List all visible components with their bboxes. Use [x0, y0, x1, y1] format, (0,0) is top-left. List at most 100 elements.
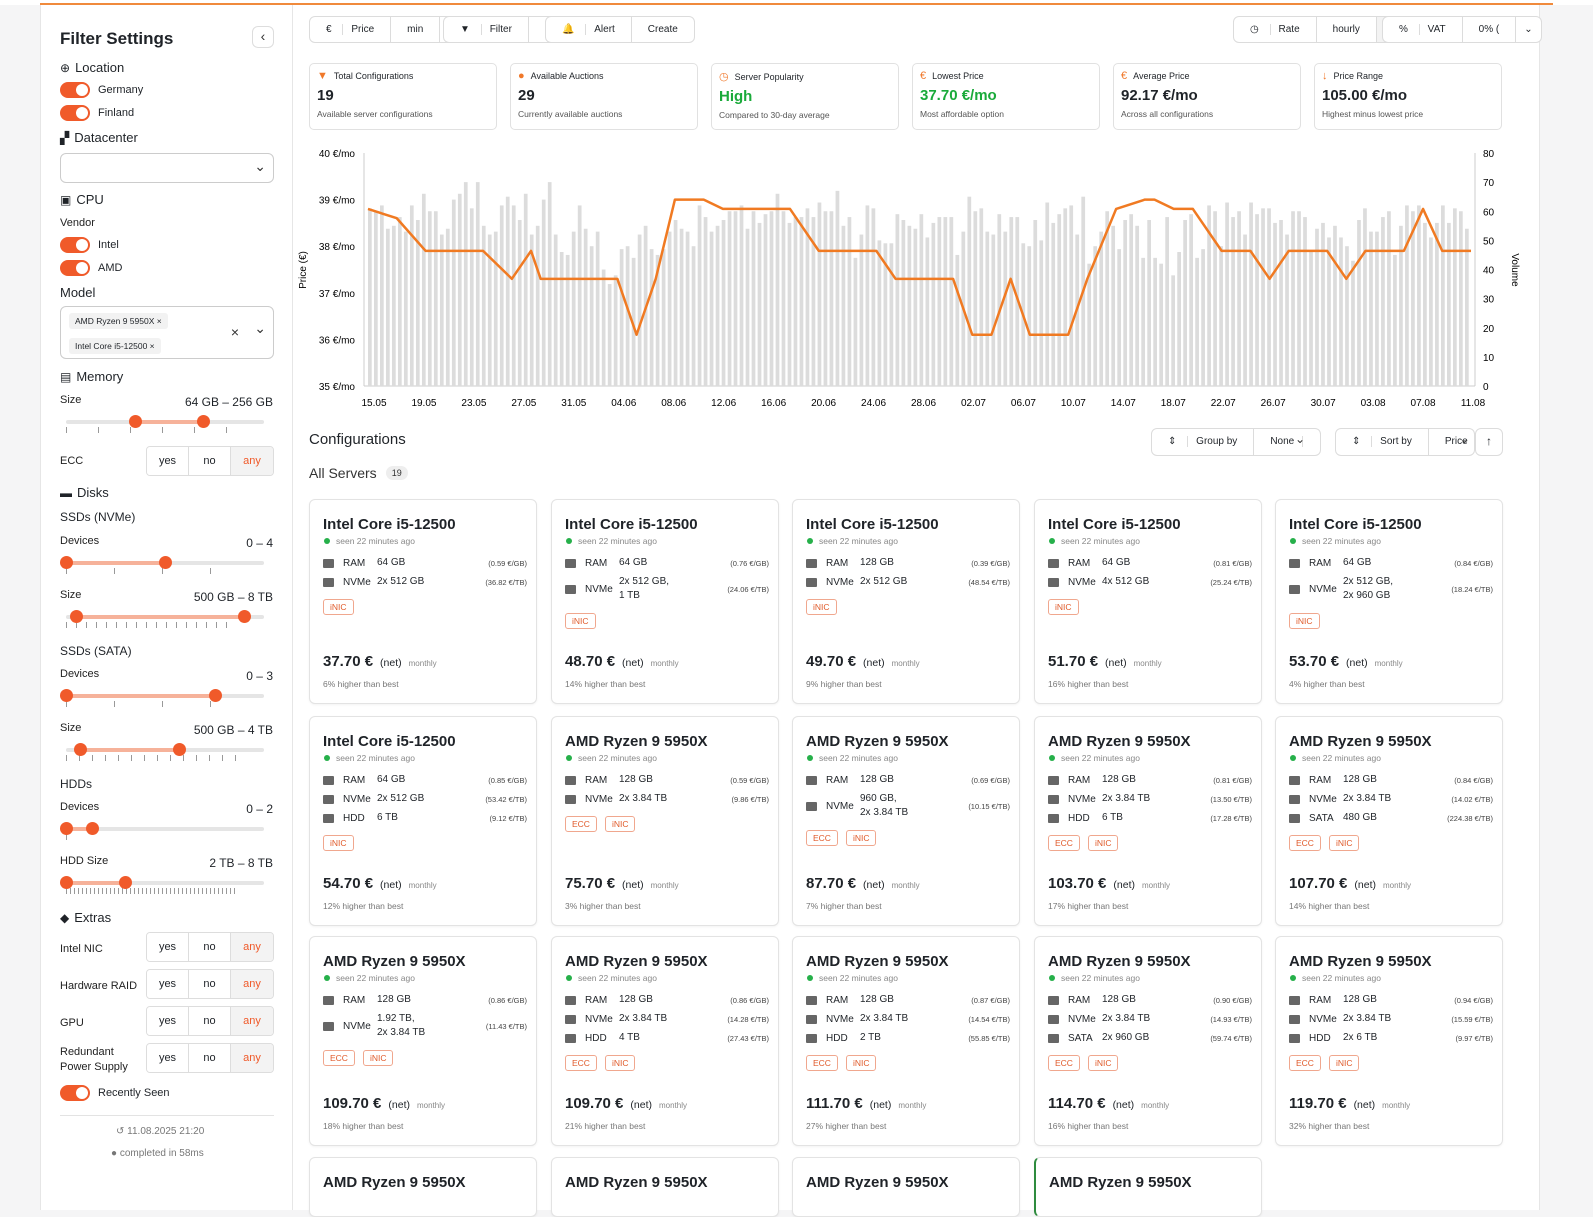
- collapse-sidebar-button[interactable]: ‹: [252, 26, 274, 48]
- server-card[interactable]: Intel Core i5-12500 seen 22 minutes ago RA…: [309, 716, 537, 926]
- hdd-size-slider[interactable]: [60, 876, 264, 894]
- hdd-devices-min-handle[interactable]: [60, 822, 73, 835]
- server-card[interactable]: AMD Ryzen 9 5950X seen 22 minutes ago RAM 1…: [551, 716, 779, 926]
- nvme-size-min-handle[interactable]: [69, 610, 83, 623]
- ecc-option-any[interactable]: any: [231, 447, 273, 475]
- ram-icon: [565, 775, 576, 785]
- rate-group-0[interactable]: ◷ Rate: [1234, 17, 1317, 42]
- hdd-icon: [1289, 1033, 1300, 1043]
- model-chip[interactable]: Intel Core i5-12500 ×: [69, 338, 161, 354]
- location-germany-toggle[interactable]: [60, 82, 90, 98]
- spec-row: NVMe 2x 512 GB (48.54 €/TB): [806, 575, 1010, 589]
- server-card[interactable]: AMD Ryzen 9 5950X: [551, 1157, 779, 1217]
- vendor-intel-toggle[interactable]: [60, 237, 90, 253]
- vat-group-0[interactable]: % VAT: [1383, 17, 1463, 42]
- ram-icon: [1289, 995, 1300, 1005]
- price-group-0[interactable]: € Price: [310, 17, 392, 42]
- server-card[interactable]: Intel Core i5-12500 seen 22 minutes ago RA…: [792, 499, 1020, 704]
- sata-size-min-handle[interactable]: [73, 743, 87, 756]
- nvme-devices-slider[interactable]: [60, 556, 264, 574]
- nvme-size-slider[interactable]: [66, 610, 264, 628]
- sata-devices-min-handle[interactable]: [60, 689, 73, 702]
- server-card[interactable]: AMD Ryzen 9 5950X seen 22 minutes ago RAM 1…: [1275, 716, 1503, 926]
- extra-3-option-no[interactable]: no: [189, 1044, 231, 1072]
- sata-devices-max-handle[interactable]: [208, 689, 222, 702]
- nvme-devices-min-handle[interactable]: [60, 556, 73, 569]
- sata-devices-slider[interactable]: [60, 689, 264, 707]
- extra-2-option-yes[interactable]: yes: [147, 1007, 189, 1035]
- extra-0-option-any[interactable]: any: [231, 933, 273, 961]
- sata-size-max-handle[interactable]: [172, 743, 186, 756]
- hdd-devices-max-handle[interactable]: [85, 822, 99, 835]
- volume-bar: [793, 217, 798, 386]
- remove-icon[interactable]: ×: [154, 316, 162, 326]
- hdd-size-min-handle[interactable]: [60, 876, 73, 889]
- clear-icon[interactable]: ×: [230, 324, 239, 340]
- server-card[interactable]: AMD Ryzen 9 5950X: [309, 1157, 537, 1217]
- hdd-size-max-handle[interactable]: [119, 876, 133, 889]
- server-card[interactable]: AMD Ryzen 9 5950X seen 22 minutes ago RAM 1…: [309, 936, 537, 1146]
- volume-bar: [835, 190, 840, 386]
- datacenter-select[interactable]: ⌄: [60, 153, 274, 183]
- server-card[interactable]: AMD Ryzen 9 5950X: [792, 1157, 1020, 1217]
- sort-by-select[interactable]: Price ⌄: [1429, 429, 1485, 455]
- group-by-select[interactable]: None ⌄: [1254, 429, 1320, 455]
- alert-group-1[interactable]: Create: [632, 17, 694, 42]
- alert-group-0[interactable]: 🔔 Alert: [546, 17, 632, 42]
- spec-value: 128 GB: [1343, 994, 1377, 1005]
- nvme-devices-max-handle[interactable]: [159, 556, 172, 569]
- memory-size-min-handle[interactable]: [129, 415, 143, 428]
- server-card[interactable]: Intel Core i5-12500 seen 22 minutes ago RA…: [309, 499, 537, 704]
- tag-inic: iNIC: [362, 1050, 394, 1066]
- model-multiselect[interactable]: AMD Ryzen 9 5950X × Intel Core i5-12500 ×…: [60, 306, 274, 359]
- extra-2-option-any[interactable]: any: [231, 1007, 273, 1035]
- extra-1-option-no[interactable]: no: [189, 970, 231, 998]
- alert-group: 🔔 Alert Create: [545, 16, 695, 43]
- extra-1-option-any[interactable]: any: [231, 970, 273, 998]
- x-tick-label: 07.08: [1411, 398, 1436, 409]
- price-group-1[interactable]: min: [391, 17, 441, 42]
- hdd-devices-slider[interactable]: [60, 822, 264, 840]
- tag-ecc: ECC: [565, 1055, 597, 1071]
- location-finland-toggle[interactable]: [60, 105, 90, 121]
- stat-card: ◷ Server Popularity High Compared to 30-day…: [711, 63, 899, 130]
- nvme-size-label: Size: [60, 589, 82, 601]
- server-card[interactable]: AMD Ryzen 9 5950X seen 22 minutes ago RAM 1…: [792, 716, 1020, 926]
- server-card[interactable]: AMD Ryzen 9 5950X seen 22 minutes ago RAM 1…: [1034, 716, 1262, 926]
- server-card[interactable]: AMD Ryzen 9 5950X seen 22 minutes ago RAM 1…: [1275, 936, 1503, 1146]
- server-card[interactable]: Intel Core i5-12500 seen 22 minutes ago RA…: [551, 499, 779, 704]
- spec-row: NVMe 2x 512 GB, 2x 960 GB (18.24 €/TB): [1289, 575, 1493, 603]
- ecc-segmented: yes no any: [146, 446, 274, 476]
- extra-2-option-no[interactable]: no: [189, 1007, 231, 1035]
- extra-0-option-no[interactable]: no: [189, 933, 231, 961]
- remove-icon[interactable]: ×: [147, 341, 155, 351]
- recently-seen-toggle[interactable]: [60, 1085, 90, 1101]
- extra-3-option-yes[interactable]: yes: [147, 1044, 189, 1072]
- price-period: monthly: [1374, 659, 1403, 668]
- server-card[interactable]: AMD Ryzen 9 5950X: [1034, 1157, 1262, 1217]
- server-card-title: AMD Ryzen 9 5950X: [323, 953, 466, 970]
- memory-size-slider[interactable]: [66, 415, 264, 433]
- sata-size-slider[interactable]: [66, 743, 264, 761]
- rate-group-1[interactable]: hourly: [1317, 17, 1377, 42]
- model-chip[interactable]: AMD Ryzen 9 5950X ×: [69, 313, 168, 329]
- chevron-down-icon[interactable]: ⌄: [1524, 24, 1533, 35]
- filter-group-0[interactable]: ▼ Filter: [444, 17, 529, 42]
- price-net: (net): [863, 879, 885, 891]
- extra-3-option-any[interactable]: any: [231, 1044, 273, 1072]
- vendor-amd-toggle[interactable]: [60, 260, 90, 276]
- extra-1-option-yes[interactable]: yes: [147, 970, 189, 998]
- sort-direction-button[interactable]: ↑: [1475, 428, 1503, 456]
- memory-size-max-handle[interactable]: [196, 415, 210, 428]
- last-seen-text: seen 22 minutes ago: [1302, 536, 1381, 546]
- server-card[interactable]: AMD Ryzen 9 5950X seen 22 minutes ago RAM 1…: [792, 936, 1020, 1146]
- ecc-option-no[interactable]: no: [189, 447, 231, 475]
- server-card[interactable]: Intel Core i5-12500 seen 22 minutes ago RA…: [1034, 499, 1262, 704]
- server-card[interactable]: Intel Core i5-12500 seen 22 minutes ago RA…: [1275, 499, 1503, 704]
- server-card[interactable]: AMD Ryzen 9 5950X seen 22 minutes ago RAM 1…: [1034, 936, 1262, 1146]
- vat-group-1[interactable]: 0% (: [1463, 17, 1517, 42]
- nvme-size-max-handle[interactable]: [238, 610, 252, 623]
- extra-0-option-yes[interactable]: yes: [147, 933, 189, 961]
- ecc-option-yes[interactable]: yes: [147, 447, 189, 475]
- server-card[interactable]: AMD Ryzen 9 5950X seen 22 minutes ago RAM 1…: [551, 936, 779, 1146]
